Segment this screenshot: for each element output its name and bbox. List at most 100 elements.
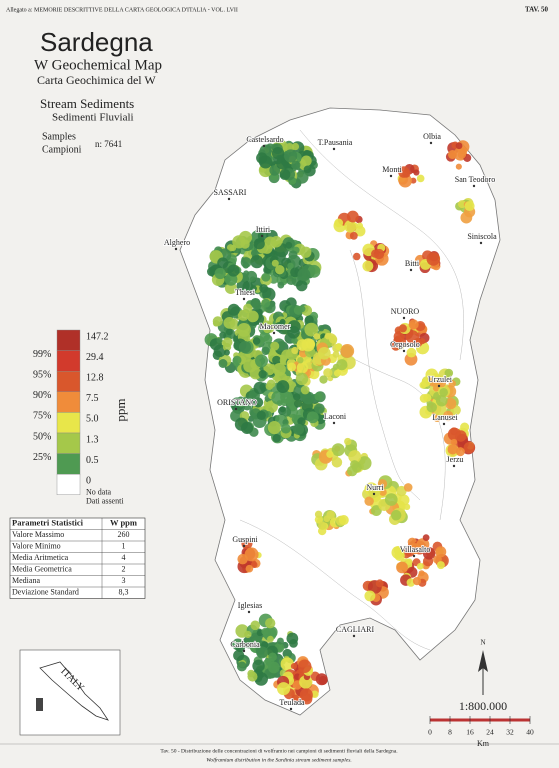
sample-blob	[285, 241, 293, 249]
sample-blob	[422, 534, 430, 541]
sample-blob	[255, 646, 264, 655]
sample-blob	[331, 457, 343, 468]
sample-blob	[223, 349, 230, 356]
place-name: Alghero	[164, 238, 190, 247]
sample-blob	[219, 331, 227, 339]
place-name: Thiesi	[235, 288, 256, 297]
legend-swatch	[56, 391, 81, 413]
sample-blob	[413, 169, 420, 176]
sample-blob	[391, 341, 401, 351]
place-name: SASSARI	[214, 188, 247, 197]
sample-blob	[287, 362, 297, 372]
town-dot	[389, 174, 393, 178]
sample-blob	[263, 334, 273, 344]
sample-blob	[408, 319, 419, 330]
sample-blob	[293, 305, 303, 315]
sample-blob	[300, 246, 312, 258]
sample-blob	[233, 649, 245, 662]
sample-blob	[276, 380, 290, 394]
inset-sardinia	[36, 698, 43, 711]
sample-blob	[419, 381, 427, 389]
town-dot	[242, 649, 246, 653]
sample-blob	[305, 339, 316, 349]
sample-blob	[435, 394, 448, 407]
sample-blob	[373, 248, 385, 260]
sample-blob	[263, 325, 271, 334]
sample-blob	[384, 493, 398, 506]
sample-blob	[284, 149, 298, 163]
sample-blob	[300, 385, 310, 395]
legend-swatch	[56, 350, 81, 372]
sample-blob	[344, 220, 357, 233]
sample-blob	[348, 450, 362, 463]
sample-blob	[445, 398, 457, 410]
header-right: TAV. 50	[525, 6, 548, 14]
town-dot	[242, 297, 246, 301]
sample-blob	[256, 410, 266, 420]
legend-percentile: 95%	[33, 369, 51, 380]
sample-blob	[338, 515, 349, 526]
samples-en: Samples	[42, 131, 76, 142]
legend-no-data: Dati assenti	[86, 497, 124, 506]
place-name: Iglesias	[238, 601, 262, 610]
town-dot	[234, 407, 238, 411]
sample-blob	[443, 410, 454, 422]
samples-it: Campioni	[42, 144, 82, 155]
legend-value: 147.2	[86, 331, 109, 342]
legend-percentile: 25%	[33, 452, 51, 463]
sample-blob	[455, 163, 462, 170]
place-name: Macomer	[260, 322, 291, 331]
legend-swatch	[56, 371, 81, 393]
header-left: Allegato a: MEMORIE DESCRITTIVE DELLA CA…	[6, 7, 238, 13]
sample-blob	[292, 423, 305, 435]
town-dot	[372, 492, 376, 496]
sample-blob	[379, 488, 387, 496]
sample-blob	[393, 546, 403, 555]
place-name: Lanusei	[432, 413, 458, 422]
sample-blob	[291, 346, 299, 355]
sample-blob	[306, 411, 319, 424]
stats-label: Media Geometrica	[12, 565, 72, 574]
medium-it: Sedimenti Fluviali	[52, 112, 134, 124]
sample-blob	[245, 270, 258, 283]
sample-blob	[447, 444, 458, 455]
sample-blob	[295, 372, 309, 386]
sample-blob	[340, 344, 355, 358]
stats-header: Parametri Statistici	[12, 518, 84, 528]
scale-tick-label: 0	[428, 728, 432, 737]
sample-blob	[236, 279, 250, 293]
town-dot	[227, 197, 231, 201]
legend-swatch	[56, 329, 81, 351]
sample-blob	[390, 509, 402, 521]
legend-value: 29.4	[86, 352, 104, 363]
sample-blob	[450, 438, 458, 446]
legend-swatch	[56, 432, 81, 454]
sample-blob	[247, 310, 259, 323]
place-name: ORISTANO	[217, 398, 257, 407]
sample-blob	[244, 630, 252, 639]
sample-blob	[247, 671, 258, 682]
sample-blob	[354, 225, 366, 237]
sample-blob	[297, 659, 312, 673]
sample-blob	[250, 620, 261, 631]
sample-blob	[269, 164, 281, 176]
sample-blob	[409, 543, 421, 555]
place-name: Orgosolo	[390, 340, 420, 349]
sample-blob	[237, 322, 251, 337]
sample-blob	[253, 238, 265, 250]
scale-tick-label: 8	[448, 728, 452, 737]
sample-blob	[433, 414, 441, 422]
sample-blob	[271, 259, 279, 267]
sample-blob	[396, 561, 408, 574]
sample-blob	[279, 406, 286, 413]
sample-blob	[313, 333, 321, 340]
sample-blob	[311, 690, 319, 699]
town-dot	[442, 422, 446, 426]
sample-blob	[261, 346, 270, 356]
legend-value: 12.8	[86, 372, 104, 383]
place-name: Olbia	[423, 132, 441, 141]
stats-value: 260	[118, 530, 130, 539]
sample-blob	[261, 298, 271, 308]
sample-blob	[265, 618, 276, 629]
sample-blob	[218, 359, 228, 368]
